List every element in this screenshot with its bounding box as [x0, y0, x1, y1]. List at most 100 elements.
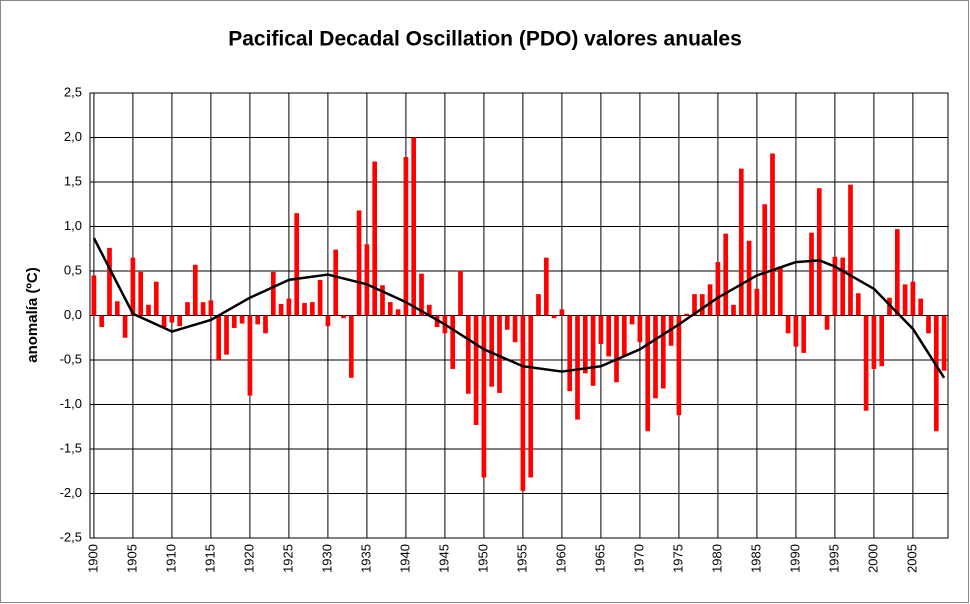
bar [270, 271, 276, 316]
bar [263, 315, 268, 334]
bar [177, 315, 183, 327]
x-tick-label: 1935 [358, 544, 373, 573]
chart-title: Pacifical Decadal Oscillation (PDO) valo… [228, 28, 742, 51]
bar [231, 315, 237, 328]
bar [645, 315, 651, 432]
y-tick-label: 2,5 [64, 84, 82, 99]
bar [169, 315, 175, 323]
bar [894, 229, 900, 316]
bar [793, 315, 799, 347]
x-tick-label: 1905 [124, 544, 139, 573]
bar [122, 315, 128, 338]
bar [247, 315, 253, 396]
bar [621, 315, 627, 356]
x-tick-label: 1940 [397, 544, 412, 573]
bar [255, 315, 261, 325]
bar [458, 271, 463, 316]
bar [504, 315, 510, 330]
bar [699, 294, 705, 316]
bar [91, 275, 97, 316]
x-tick-label: 2000 [865, 544, 880, 573]
bar [598, 315, 604, 344]
bar [879, 315, 885, 367]
bar [918, 298, 924, 316]
bar [325, 315, 331, 327]
bar [692, 294, 697, 316]
x-tick-label: 1920 [241, 544, 256, 573]
bar [715, 262, 721, 316]
bar [559, 309, 565, 316]
x-tick-label: 1980 [709, 544, 724, 573]
x-tick-label: 1985 [748, 544, 763, 573]
y-tick-label: 1,5 [64, 173, 82, 188]
x-tick-label: 2005 [904, 544, 919, 573]
y-axis-label: anomalía (ºC) [24, 267, 41, 363]
bar [130, 257, 136, 316]
plot-border [89, 92, 949, 539]
y-tick-label: 0,0 [64, 307, 82, 322]
bar [567, 315, 573, 392]
bar [676, 315, 682, 416]
bar [395, 309, 401, 316]
bar [660, 315, 666, 389]
bar [770, 153, 775, 316]
y-tick-label: -0,5 [60, 351, 82, 366]
bar [536, 294, 541, 316]
bar [777, 266, 783, 316]
bar [902, 284, 908, 316]
bar [543, 257, 549, 316]
bar [114, 301, 120, 316]
y-tick-label: 2,0 [64, 129, 82, 144]
x-tick-label: 1960 [553, 544, 568, 573]
bar [731, 304, 736, 316]
x-tick-label: 1970 [631, 544, 646, 573]
x-tick-label: 1925 [280, 544, 295, 573]
bar [411, 137, 417, 316]
x-tick-label: 1930 [319, 544, 334, 573]
bar [294, 213, 300, 316]
bar [762, 204, 768, 316]
bar [387, 302, 393, 316]
x-tick-label: 1990 [787, 544, 802, 573]
bar [723, 233, 729, 316]
x-tick-label: 1965 [592, 544, 607, 573]
bar [216, 315, 222, 360]
bar [309, 302, 315, 316]
bar [855, 293, 861, 316]
bar [606, 315, 612, 357]
bar [871, 315, 877, 369]
y-tick-label: -2,0 [60, 485, 82, 500]
bar [208, 300, 214, 316]
x-tick-label: 1950 [475, 544, 490, 573]
x-tick-label: 1900 [85, 544, 100, 573]
bar [333, 249, 339, 316]
x-tick-label: 1915 [202, 544, 217, 573]
bar [372, 161, 378, 316]
bar [278, 303, 284, 316]
bar [863, 315, 869, 411]
bar [364, 244, 370, 316]
x-tick-label: 1910 [163, 544, 178, 573]
bar [910, 281, 916, 316]
y-tick-label: -1,0 [60, 396, 82, 411]
bar [481, 315, 487, 478]
bar [497, 315, 502, 393]
bar [239, 315, 245, 324]
bar [832, 256, 838, 316]
y-tick-label: -1,5 [60, 440, 82, 455]
bar [153, 281, 159, 316]
bar [738, 168, 744, 316]
bar [785, 315, 791, 334]
bar [551, 315, 557, 319]
bar [200, 302, 206, 316]
bar [302, 303, 307, 316]
bar [637, 315, 643, 343]
bar [707, 284, 713, 316]
x-tick-label: 1945 [436, 544, 451, 573]
x-tick-label: 1995 [826, 544, 841, 573]
bar [848, 184, 853, 316]
bar [107, 247, 112, 316]
x-tick-label: 1955 [514, 544, 529, 573]
bar [192, 264, 198, 316]
